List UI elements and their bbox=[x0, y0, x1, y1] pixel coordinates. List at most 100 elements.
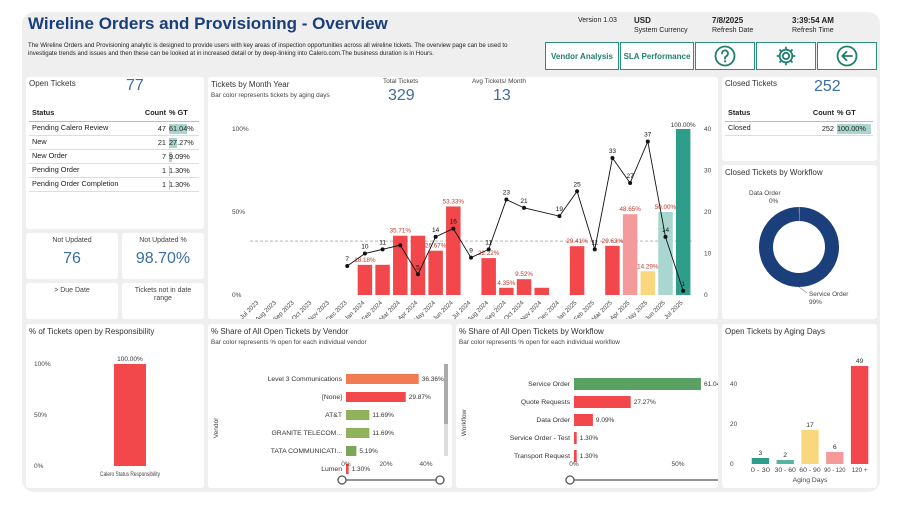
settings-button[interactable] bbox=[756, 42, 816, 70]
closed-tickets-title: Closed Tickets bbox=[725, 79, 778, 88]
currency-label: System Currency bbox=[634, 27, 688, 34]
bar-data-label: 11.69% bbox=[372, 412, 394, 419]
bar-data-label: 1.30% bbox=[580, 453, 599, 460]
back-button[interactable] bbox=[817, 42, 877, 70]
y-tick-label: 100% bbox=[34, 361, 51, 368]
count-point bbox=[504, 197, 509, 202]
col-count[interactable]: Count bbox=[144, 108, 166, 118]
status-cell: Pending Order Completion bbox=[32, 179, 119, 188]
tickets-by-month-chart: 0% 50% 100% 0 10 20 30 40 18.18% 35.71% 26.67% 53.3… bbox=[232, 122, 712, 319]
responsibility-chart: 0% 50% 100% 100.00% Calero Status Responsibi… bbox=[34, 356, 161, 478]
status-cell: Closed bbox=[728, 123, 751, 132]
x-tick-label: 40% bbox=[419, 461, 432, 468]
table-row[interactable]: Closed 252 100.00% bbox=[725, 121, 873, 135]
bar-data-label: 100.00% bbox=[671, 122, 696, 129]
count-cell: 21 bbox=[157, 137, 166, 147]
aging-title: Open Tickets by Aging Days bbox=[725, 327, 826, 336]
table-row[interactable]: Pending Order Completion 1 1.30% bbox=[29, 177, 199, 191]
month-bar bbox=[375, 264, 390, 295]
status-cell: Pending Calero Review bbox=[32, 123, 109, 132]
vendor-analysis-button[interactable]: Vendor Analysis bbox=[545, 42, 619, 70]
aging-bar bbox=[776, 460, 794, 464]
scrollbar-thumb[interactable] bbox=[444, 364, 448, 424]
range-slider-handle-min[interactable] bbox=[337, 475, 347, 485]
month-bar bbox=[658, 212, 673, 295]
y-tick-label: 50% bbox=[34, 412, 47, 419]
count-data-label: 11 bbox=[379, 239, 386, 246]
month-bar bbox=[534, 287, 549, 295]
col-count[interactable]: Count bbox=[812, 108, 834, 118]
bar-data-label: 2 bbox=[783, 452, 787, 459]
y-left-tick-label: 100% bbox=[232, 126, 249, 133]
x-category-label: Calero Status Responsibility bbox=[100, 471, 161, 478]
count-point bbox=[345, 263, 350, 268]
table-row[interactable]: New Order 7 9.09% bbox=[29, 149, 199, 163]
not-updated-value: 76 bbox=[63, 250, 81, 267]
workflow-share-chart: Service Order 61.04% Quote Requests 27.27% D… bbox=[461, 378, 718, 485]
refresh-time-label: Refresh Time bbox=[792, 27, 834, 34]
y-category-label: Lumen bbox=[321, 466, 342, 473]
range-slider-handle-min[interactable] bbox=[565, 475, 575, 485]
tickets-by-month-panel: Tickets by Month Year Bar color represen… bbox=[208, 77, 718, 319]
range-slider-handle-max[interactable] bbox=[435, 475, 445, 485]
x-tick-label: 90 - 120 bbox=[824, 467, 846, 474]
month-bar bbox=[605, 245, 620, 295]
pct-bar bbox=[837, 123, 871, 134]
bar-data-label: 27.27% bbox=[634, 399, 656, 406]
x-tick-label: Jul 2025 bbox=[663, 299, 685, 319]
count-data-label: 21 bbox=[520, 198, 528, 205]
col-status[interactable]: Status bbox=[728, 108, 751, 118]
month-bar bbox=[410, 235, 426, 295]
help-button[interactable] bbox=[695, 42, 755, 70]
open-tickets-count: 77 bbox=[126, 77, 144, 94]
due-date-label: > Due Date bbox=[54, 287, 90, 294]
aging-bar bbox=[801, 430, 819, 464]
not-in-range-label: Tickets not in date range bbox=[134, 287, 192, 302]
aging-chart: 0 20 40 3 0 - 30 2 30 - 60 17 60 - 90 6 90 - 120 49… bbox=[730, 358, 869, 484]
donut-label-data-order: Data Order bbox=[749, 190, 781, 197]
col-status[interactable]: Status bbox=[32, 108, 55, 118]
bar-data-label: 35.71% bbox=[390, 228, 412, 235]
pct-bar bbox=[169, 123, 188, 134]
bar-data-label: 5.19% bbox=[359, 448, 378, 455]
count-cell: 1 bbox=[161, 179, 166, 189]
pct-cell: 27.27% bbox=[169, 135, 199, 149]
sla-performance-button[interactable]: SLA Performance bbox=[620, 42, 694, 70]
share-bar bbox=[574, 450, 577, 462]
count-data-label: 9 bbox=[469, 248, 473, 255]
due-date-card: > Due Date bbox=[26, 283, 118, 319]
y-category-label: [None] bbox=[322, 394, 342, 401]
donut-label-service-order: Service Order bbox=[809, 291, 849, 298]
count-point bbox=[433, 234, 438, 239]
workflow-share-title: % Share of All Open Tickets by Workflow bbox=[459, 327, 604, 336]
donut-slice bbox=[759, 207, 839, 287]
col-gt[interactable]: % GT bbox=[169, 108, 188, 118]
count-point bbox=[451, 226, 456, 231]
y-category-label: Service Order bbox=[528, 381, 571, 388]
vendor-share-panel: % Share of All Open Tickets by Vendor Ba… bbox=[208, 324, 452, 488]
share-bar bbox=[346, 410, 370, 420]
share-bar bbox=[574, 396, 631, 408]
currency-value: USD bbox=[634, 16, 651, 25]
count-data-label: 37 bbox=[644, 131, 652, 138]
count-point bbox=[415, 272, 420, 277]
bar-data-label: 49 bbox=[856, 358, 864, 365]
bar-data-label: 1.30% bbox=[352, 466, 371, 473]
open-tickets-panel: Open Tickets 77 Status Count % GT Pendin… bbox=[26, 77, 204, 229]
table-row[interactable]: Pending Order 1 1.30% bbox=[29, 163, 199, 177]
avg-tickets-label: Avg Tickets/ Month bbox=[472, 78, 526, 85]
table-row[interactable]: New 21 27.27% bbox=[29, 135, 199, 149]
not-updated-card: Not Updated 76 bbox=[26, 233, 118, 279]
closed-workflow-panel: Closed Tickets by Workflow Data Order 0%… bbox=[722, 165, 877, 319]
month-bar bbox=[569, 246, 585, 295]
not-updated-label: Not Updated bbox=[52, 237, 92, 244]
y-right-tick-label: 40 bbox=[704, 126, 712, 133]
page-description: The Wireline Orders and Provisioning ana… bbox=[28, 42, 508, 57]
y-category-label: Transport Request bbox=[514, 453, 570, 460]
aging-panel: Open Tickets by Aging Days 0 20 40 3 0 - 30 2… bbox=[722, 324, 877, 488]
y-left-tick-label: 50% bbox=[232, 209, 245, 216]
col-gt[interactable]: % GT bbox=[837, 108, 856, 118]
y-tick-label: 0% bbox=[34, 463, 44, 470]
table-row[interactable]: Pending Calero Review 47 61.04% bbox=[29, 121, 199, 135]
y-axis-label: Vendor bbox=[213, 417, 220, 438]
